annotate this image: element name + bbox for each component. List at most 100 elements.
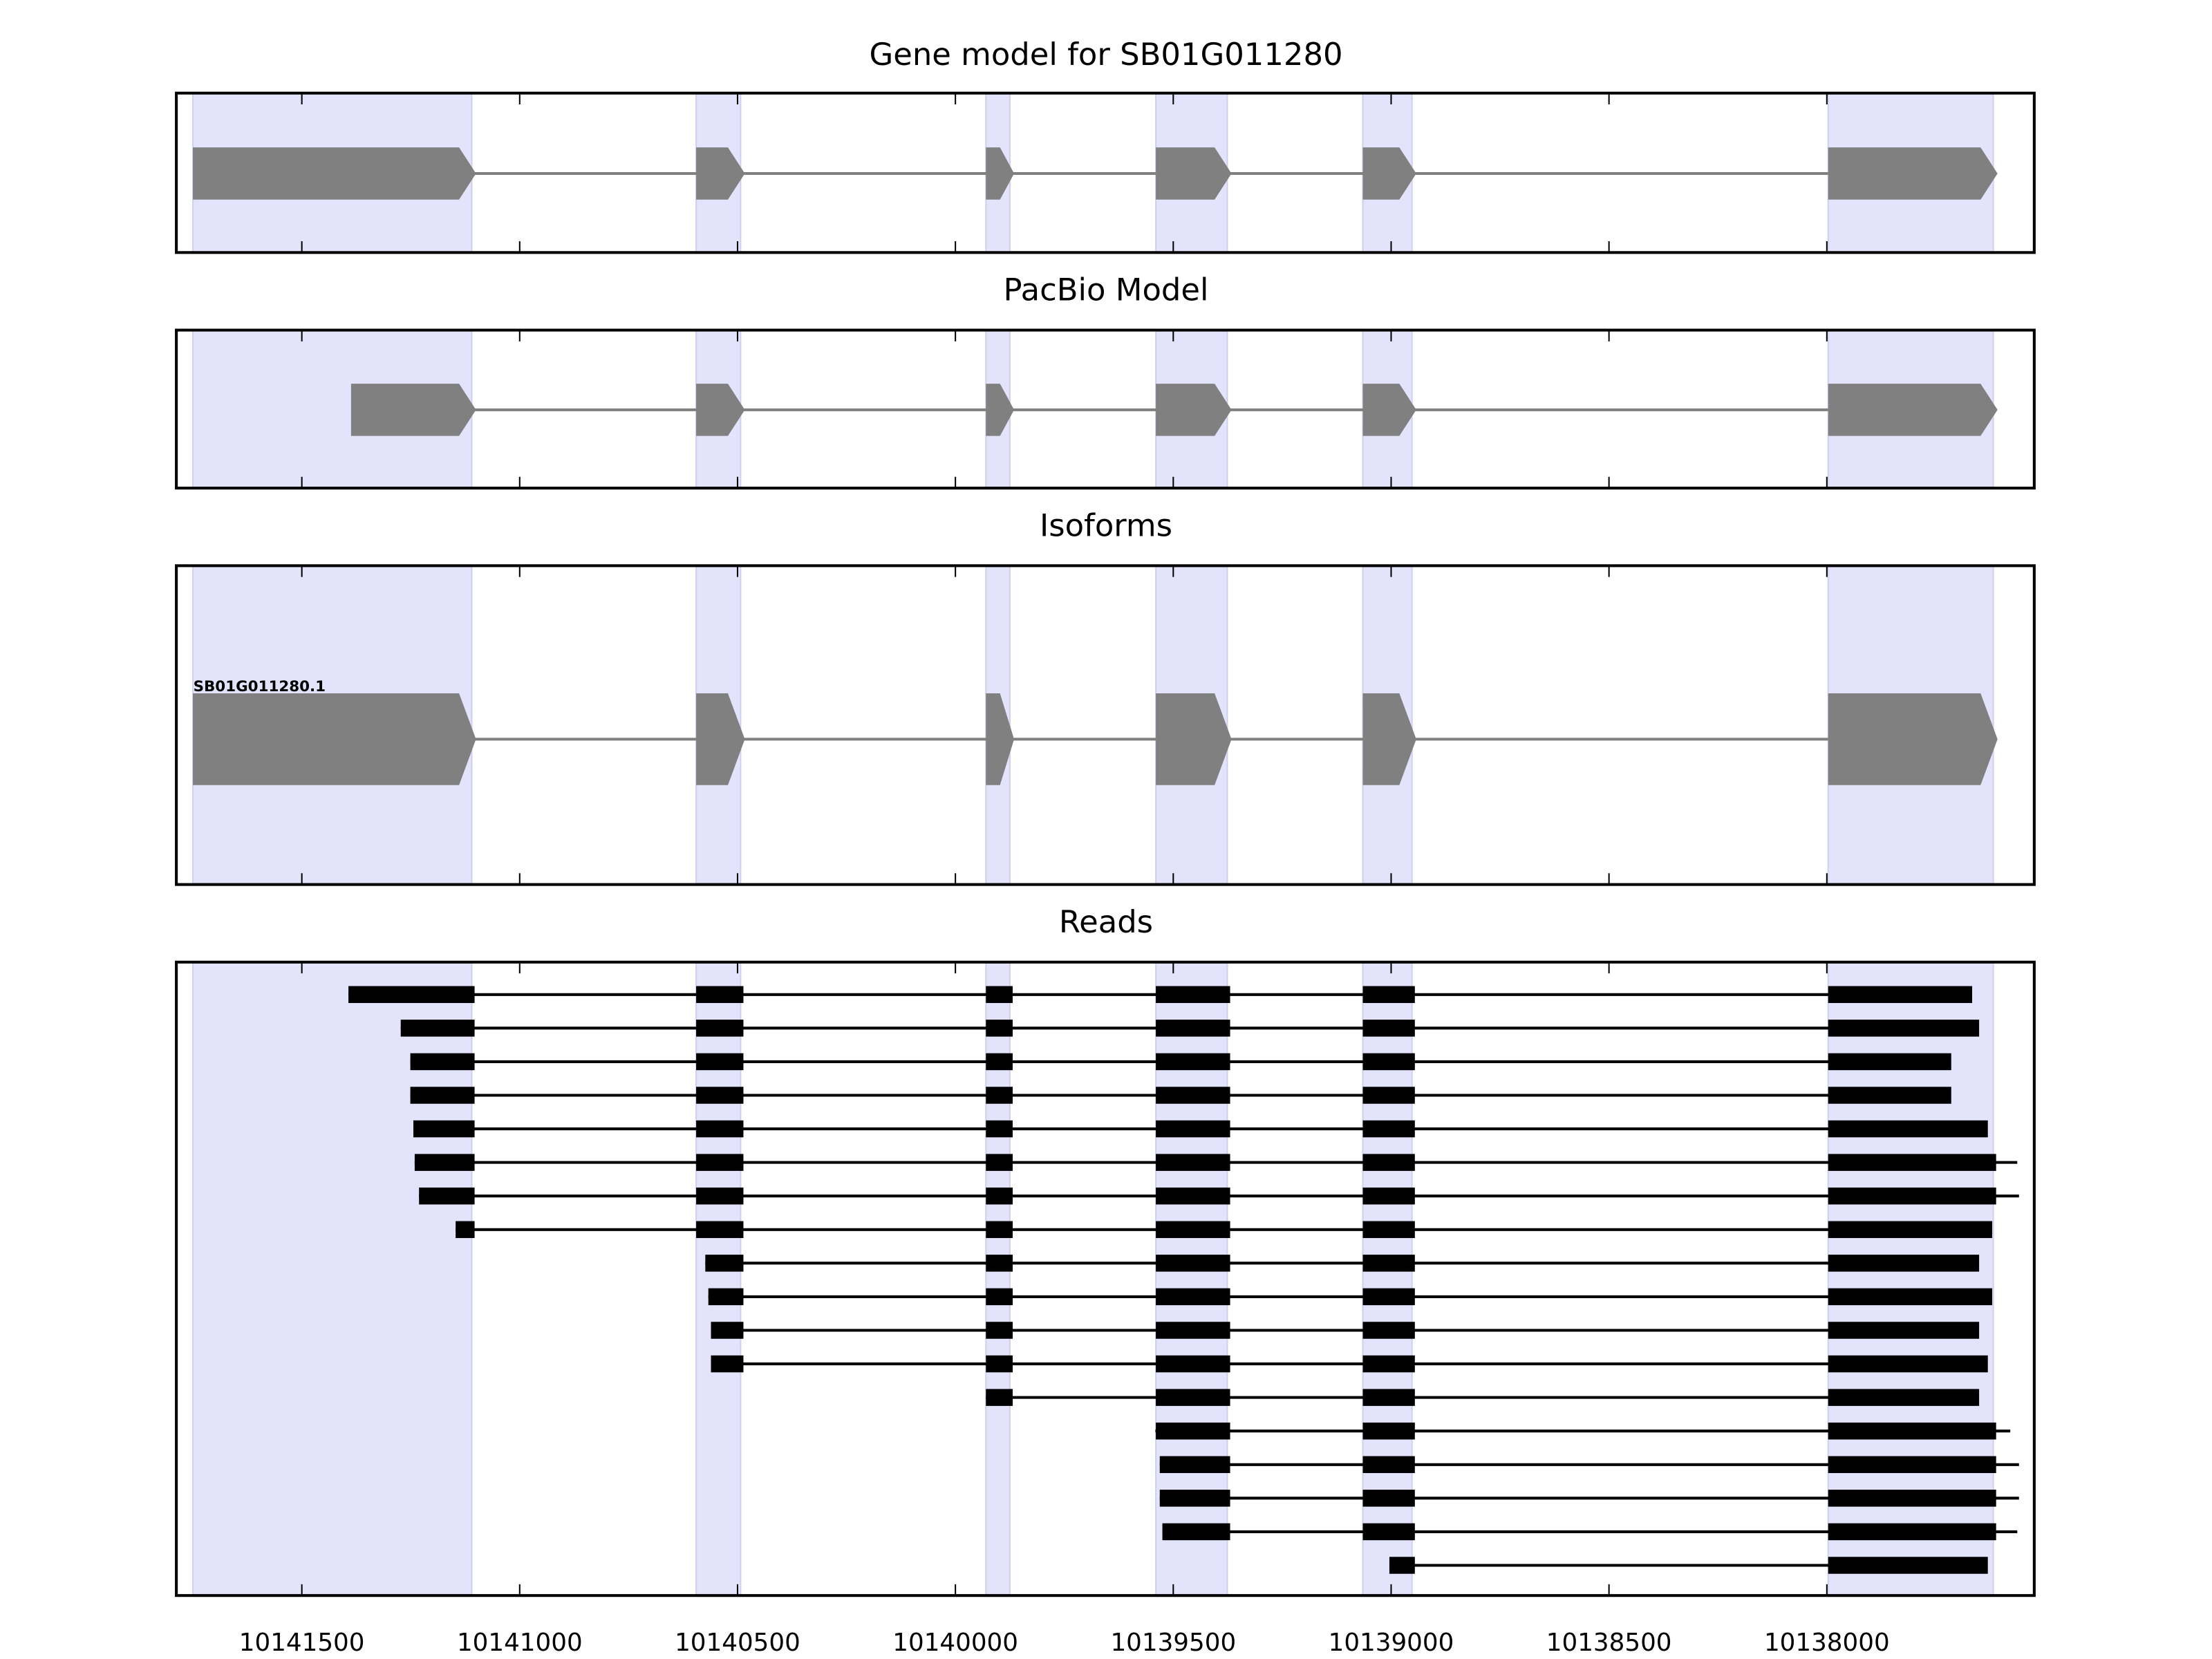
read-block: [1828, 1355, 1988, 1373]
read-block: [1362, 1389, 1415, 1406]
read-block: [1828, 1154, 1996, 1171]
exon-block: [350, 384, 476, 436]
read-block: [986, 1154, 1013, 1171]
read-block: [348, 986, 475, 1004]
read-block: [1156, 1355, 1230, 1373]
read-block: [1389, 1557, 1415, 1574]
x-tick-label: 10140000: [892, 1629, 1018, 1657]
read-block: [986, 1389, 1013, 1406]
read-block: [711, 1355, 744, 1373]
exon-block: [696, 384, 745, 436]
read-block: [1828, 1255, 1980, 1272]
read-block: [986, 986, 1013, 1004]
read-block: [696, 1120, 744, 1138]
x-tick-label: 10140500: [675, 1629, 800, 1657]
panel-model: [175, 91, 2036, 254]
read-block: [1362, 1456, 1415, 1474]
read-block: [1156, 1120, 1230, 1138]
read-block: [1156, 1322, 1230, 1339]
read-block: [1828, 1422, 1996, 1440]
read-block: [1156, 986, 1230, 1004]
read-block: [419, 1187, 475, 1205]
x-tick-label: 10138000: [1764, 1629, 1890, 1657]
read-block: [1828, 1020, 1980, 1037]
read-block: [1362, 1020, 1415, 1037]
exon-block: [193, 693, 476, 785]
read-row: [1155, 1422, 2011, 1440]
panel-frame: [175, 91, 2036, 254]
read-block: [986, 1322, 1013, 1339]
read-block: [413, 1120, 475, 1138]
read-block: [1156, 1389, 1230, 1406]
read-block: [1362, 1120, 1415, 1138]
read-block: [986, 1120, 1013, 1138]
read-block: [1156, 1154, 1230, 1171]
read-row: [410, 1053, 1951, 1071]
read-block: [410, 1087, 475, 1104]
read-block: [1156, 1187, 1230, 1205]
exon-block: [1362, 693, 1416, 785]
read-block: [1156, 1422, 1230, 1440]
read-block: [986, 1355, 1013, 1373]
read-block: [696, 1087, 744, 1104]
read-block: [456, 1221, 475, 1239]
read-block: [1828, 1389, 1980, 1406]
read-block: [1828, 1087, 1951, 1104]
exon-block: [1828, 147, 1998, 200]
panel-isoform: SB01G011280.1: [175, 564, 2036, 886]
read-block: [1362, 1322, 1415, 1339]
exon-block: [1828, 693, 1998, 785]
read-block: [1156, 1053, 1230, 1071]
read-block: [1828, 1490, 1996, 1507]
x-tick-label: 10141000: [457, 1629, 583, 1657]
read-block: [986, 1020, 1013, 1037]
panel-title-pacbio: PacBio Model: [1004, 272, 1209, 308]
read-row: [1389, 1557, 1988, 1574]
read-block: [1362, 1255, 1415, 1272]
x-tick-label: 10141500: [239, 1629, 365, 1657]
read-block: [986, 1288, 1013, 1306]
read-block: [1159, 1456, 1230, 1474]
read-block: [1828, 1288, 1993, 1306]
read-block: [1362, 1490, 1415, 1507]
panel-title-reads: Reads: [1059, 903, 1153, 940]
read-block: [1156, 1221, 1230, 1239]
read-block: [711, 1322, 744, 1339]
read-block: [1362, 1154, 1415, 1171]
read-row: [1159, 1490, 2019, 1507]
panel-title-isoforms: Isoforms: [1040, 507, 1172, 544]
read-block: [986, 1087, 1013, 1104]
panel-model: [175, 328, 2036, 490]
read-block: [400, 1020, 475, 1037]
read-row: [410, 1087, 1951, 1104]
read-block: [414, 1154, 475, 1171]
read-block: [1828, 1456, 1996, 1474]
x-tick-label: 10139000: [1329, 1629, 1454, 1657]
exon-block: [1828, 384, 1998, 436]
read-block: [1362, 1288, 1415, 1306]
read-row: [711, 1322, 1980, 1339]
panel-frame: [175, 960, 2036, 1597]
read-block: [1162, 1523, 1230, 1541]
read-block: [1362, 1355, 1415, 1373]
exon-block: [696, 693, 745, 785]
exon-block: [1362, 147, 1416, 200]
read-block: [696, 1053, 744, 1071]
exon-block: [696, 147, 745, 200]
read-block: [1362, 1087, 1415, 1104]
read-row: [414, 1154, 2018, 1171]
read-block: [1828, 1557, 1988, 1574]
read-block: [1828, 986, 1973, 1004]
panel-frame: [175, 564, 2036, 886]
read-block: [1828, 1187, 1996, 1205]
read-block: [696, 1221, 744, 1239]
read-row: [1162, 1523, 2018, 1541]
read-row: [986, 1389, 1980, 1406]
exon-block: [986, 147, 1015, 200]
x-tick-label: 10138500: [1546, 1629, 1672, 1657]
read-block: [986, 1053, 1013, 1071]
read-block: [696, 986, 744, 1004]
read-block: [1828, 1221, 1993, 1239]
read-block: [1159, 1490, 1230, 1507]
